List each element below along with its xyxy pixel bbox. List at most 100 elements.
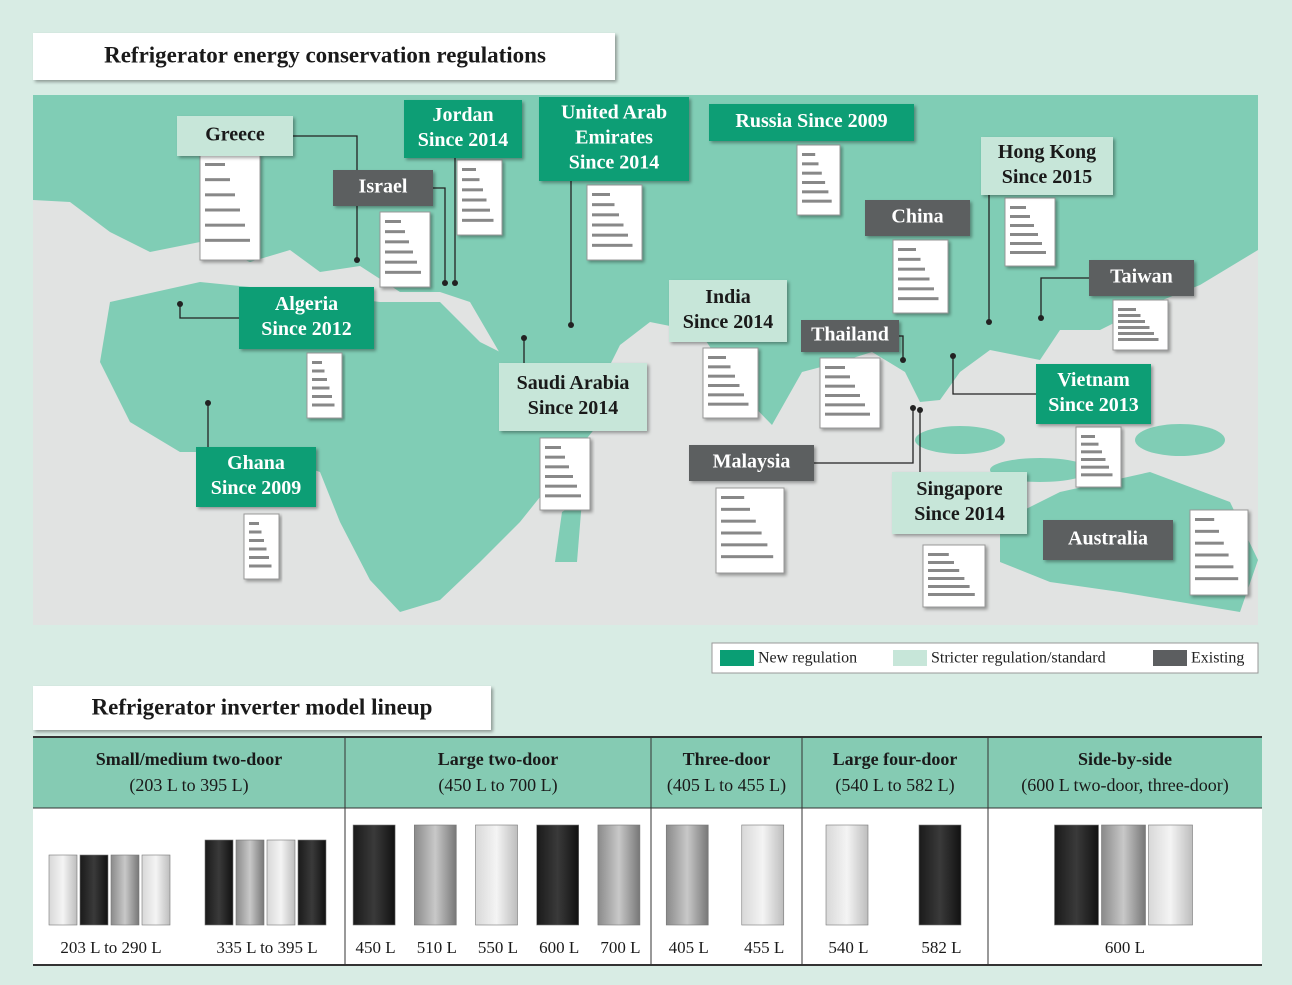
region-label: Jordan Since 2014 — [404, 100, 522, 158]
icon-bar — [385, 220, 401, 223]
icon-bar — [385, 230, 405, 233]
leader-dot — [205, 400, 211, 406]
icon-bar — [802, 172, 822, 175]
legend-label: Stricter regulation/standard — [931, 650, 1106, 667]
region-label: Greece — [177, 116, 293, 156]
energy-label-icon — [1190, 510, 1248, 595]
icon-bar — [825, 413, 870, 416]
fridge-photo — [49, 855, 77, 925]
land — [915, 426, 1005, 454]
icon-bar — [205, 239, 250, 242]
icon-bar — [928, 585, 970, 588]
size-caption: 600 L — [539, 938, 579, 957]
fridge-photo — [267, 840, 295, 925]
icon-bar — [205, 224, 245, 227]
region-name: Jordan — [432, 104, 493, 126]
icon-bar — [1010, 242, 1042, 245]
size-caption: 540 L — [828, 938, 868, 957]
region-label: Australia — [1043, 520, 1173, 560]
energy-label-icon — [540, 438, 590, 510]
energy-label-icon — [1113, 300, 1168, 350]
fridge-photo — [353, 825, 395, 925]
icon-sheet — [200, 155, 260, 260]
icon-bar — [545, 465, 569, 468]
leader-dot — [442, 280, 448, 286]
lineup-table: Small/medium two-door(203 L to 395 L)203… — [33, 737, 1262, 965]
region-name: Since 2014 — [683, 311, 774, 333]
icon-bar — [385, 251, 413, 254]
icon-bar — [312, 387, 330, 390]
energy-label-icon — [893, 240, 948, 313]
column-name: Three-door — [683, 749, 771, 769]
region-name: Thailand — [811, 324, 889, 346]
icon-bar — [385, 240, 409, 243]
legend-label: New regulation — [758, 650, 857, 667]
region-name: Since 2014 — [418, 129, 509, 151]
region-name: Since 2009 — [211, 477, 302, 499]
land — [1135, 424, 1225, 456]
icon-bar — [1081, 466, 1109, 469]
icon-sheet — [380, 212, 430, 287]
icon-bar — [708, 403, 749, 406]
size-caption: 455 L — [744, 938, 784, 957]
leader-dot — [177, 301, 183, 307]
region-label: China — [865, 200, 970, 236]
region-name: United Arab — [561, 102, 667, 124]
energy-label-icon — [587, 185, 642, 260]
energy-label-icon — [703, 348, 758, 418]
region-name: Hong Kong — [998, 141, 1096, 163]
fridge-photo — [666, 825, 708, 925]
icon-bar — [708, 393, 744, 396]
fridge-photo — [826, 825, 868, 925]
icon-bar — [249, 539, 264, 542]
section-title: Refrigerator energy conservation regulat… — [104, 42, 546, 67]
leader-dot — [354, 257, 360, 263]
column-name: Large two-door — [438, 749, 558, 769]
energy-label-icon — [923, 545, 985, 607]
column-range: (540 L to 582 L) — [835, 775, 954, 796]
region-name: Since 2014 — [914, 503, 1005, 525]
section-title: Refrigerator inverter model lineup — [92, 694, 433, 719]
icon-bar — [385, 261, 417, 264]
region-name: Algeria — [275, 293, 338, 315]
page: GreeceJordanSince 2014United ArabEmirate… — [0, 0, 1292, 985]
fridge-photo — [476, 825, 518, 925]
region-name: Since 2014 — [569, 152, 660, 174]
fridge-photo — [1102, 825, 1146, 925]
region-label: Hong Kong Since 2015 — [981, 137, 1113, 195]
icon-bar — [721, 532, 762, 535]
leader-dot — [1038, 315, 1044, 321]
icon-bar — [545, 446, 561, 449]
icon-bar — [721, 555, 773, 558]
icon-bar — [249, 522, 259, 525]
size-caption: 700 L — [600, 938, 640, 957]
region-label: IndiaSince 2014 — [669, 280, 787, 342]
column-range: (405 L to 455 L) — [667, 775, 786, 796]
icon-bar — [708, 375, 735, 378]
icon-bar — [1081, 435, 1095, 438]
icon-bar — [462, 178, 480, 181]
icon-bar — [1081, 443, 1099, 446]
icon-bar — [928, 561, 954, 564]
icon-bar — [802, 181, 825, 184]
icon-bar — [928, 553, 949, 556]
region-name: Since 2015 — [1002, 166, 1093, 188]
icon-bar — [205, 178, 230, 181]
energy-label-icon — [1076, 427, 1121, 487]
region-name: Since 2014 — [528, 397, 619, 419]
icon-bar — [592, 193, 610, 196]
fridge-photo — [80, 855, 108, 925]
fridge-photo — [236, 840, 264, 925]
size-caption: 203 L to 290 L — [60, 938, 161, 957]
icon-bar — [825, 394, 860, 397]
icon-bar — [205, 193, 235, 196]
icon-bar — [802, 190, 828, 193]
icon-bar — [592, 224, 624, 227]
legend: New regulation Stricter regulation/standa… — [712, 643, 1258, 673]
icon-bar — [249, 548, 267, 551]
fridge-photo — [742, 825, 784, 925]
icon-bar — [1195, 542, 1224, 545]
icon-bar — [898, 278, 930, 281]
icon-bar — [545, 494, 581, 497]
icon-bar — [592, 213, 619, 216]
